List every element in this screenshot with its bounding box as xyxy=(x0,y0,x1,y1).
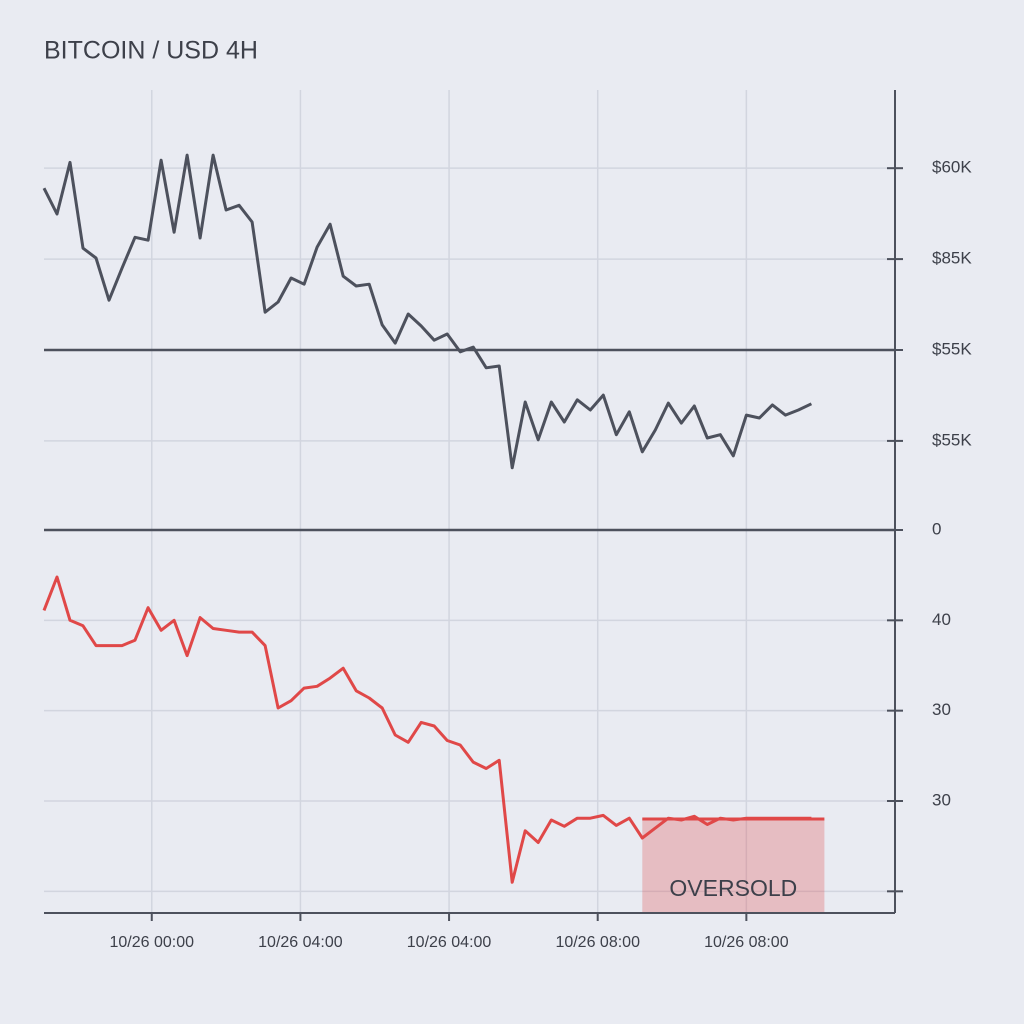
y-tick-label: 30 xyxy=(932,700,951,719)
x-tick-label: 10/26 00:00 xyxy=(110,934,195,951)
chart-title: BITCOIN / USD 4H xyxy=(44,37,258,65)
y-tick-label: 0 xyxy=(932,519,941,538)
x-tick-label: 10/26 08:00 xyxy=(555,934,640,951)
y-tick-label: $55K xyxy=(932,430,972,449)
x-tick-label: 10/26 04:00 xyxy=(258,934,343,951)
x-tick-label: 10/26 04:00 xyxy=(407,934,492,951)
oversold-label: OVERSOLD xyxy=(669,875,797,901)
y-tick-label: $60K xyxy=(932,158,972,177)
price-line xyxy=(42,575,812,884)
y-tick-label: 40 xyxy=(932,610,951,629)
oversold-zone xyxy=(642,819,825,913)
y-tick-label: $55K xyxy=(932,339,972,358)
y-tick-label: $85K xyxy=(932,249,972,268)
y-tick-label: 30 xyxy=(932,790,951,809)
price-line xyxy=(42,153,813,470)
x-tick-label: 10/26 08:00 xyxy=(704,934,789,951)
